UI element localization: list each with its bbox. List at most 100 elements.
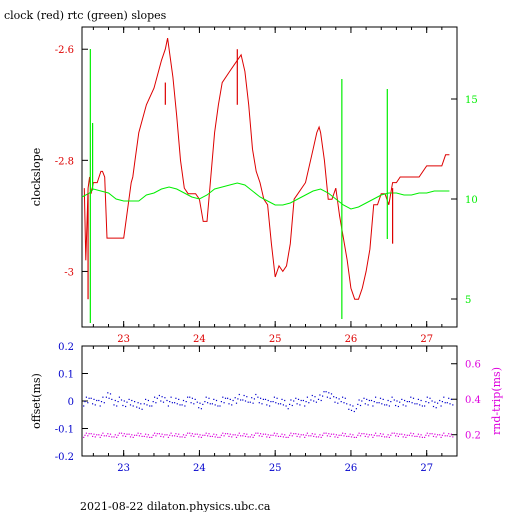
data-point-magenta (393, 432, 395, 434)
data-point-magenta (213, 433, 215, 435)
data-point-magenta (295, 433, 297, 435)
data-point-blue (141, 408, 143, 410)
data-point-blue (126, 401, 128, 403)
data-point-blue (227, 397, 229, 399)
data-point-blue (411, 402, 413, 404)
data-point-magenta (190, 435, 192, 437)
data-point-magenta (419, 436, 421, 438)
data-point-magenta (176, 435, 178, 437)
data-point-magenta (359, 435, 362, 437)
data-point-blue (364, 403, 366, 405)
data-point-blue (171, 402, 173, 404)
data-point-blue (94, 404, 96, 406)
data-point-blue (378, 402, 380, 404)
data-point-blue (334, 401, 336, 403)
data-point-blue (228, 403, 230, 405)
data-point-blue (113, 404, 115, 406)
data-point-blue (200, 408, 202, 410)
data-point-magenta (132, 436, 134, 438)
data-point-magenta (105, 435, 107, 437)
data-point-magenta (171, 435, 173, 437)
data-point-blue (448, 397, 450, 399)
data-point-blue (87, 402, 89, 404)
data-point-blue (311, 394, 313, 397)
data-point-magenta (149, 436, 151, 438)
data-point-magenta (217, 436, 219, 438)
y-left-tick-label: -0.2 (55, 452, 74, 463)
data-point-magenta (340, 434, 342, 436)
data-point-blue (111, 398, 113, 400)
data-point-blue (319, 394, 321, 396)
data-point-magenta (349, 433, 351, 435)
data-point-magenta (325, 432, 327, 434)
data-point-blue (191, 397, 193, 399)
data-point-magenta (420, 434, 422, 436)
data-point-blue (164, 397, 166, 399)
data-point-magenta (262, 433, 264, 435)
data-point-magenta (83, 436, 85, 438)
data-point-blue (358, 399, 360, 401)
data-point-magenta (92, 435, 94, 437)
data-point-magenta (323, 432, 325, 434)
data-point-magenta (120, 432, 123, 434)
data-point-magenta (386, 436, 388, 438)
data-point-magenta (261, 435, 263, 437)
data-point-blue (242, 399, 244, 401)
data-point-blue (90, 397, 92, 399)
data-point-blue (146, 404, 148, 406)
data-point-blue (313, 400, 315, 402)
data-point-magenta (401, 433, 403, 435)
data-point-blue (315, 401, 317, 403)
data-point-blue (310, 399, 312, 401)
data-point-magenta (335, 434, 337, 436)
data-point-blue (252, 402, 254, 404)
data-point-magenta (379, 433, 382, 435)
y-left-tick-label: -2.8 (55, 156, 74, 167)
data-point-blue (285, 405, 287, 407)
data-point-magenta (169, 434, 171, 436)
data-point-blue (184, 405, 186, 407)
data-point-blue (205, 396, 207, 398)
data-point-blue (295, 397, 297, 399)
data-point-magenta (391, 432, 393, 434)
data-point-magenta (326, 435, 328, 437)
data-point-blue (344, 397, 346, 399)
data-point-magenta (152, 434, 154, 436)
data-point-magenta (87, 435, 89, 437)
data-point-magenta (308, 435, 310, 437)
data-point-magenta (372, 436, 374, 438)
y-right-tick-label: 0.4 (465, 395, 481, 406)
data-point-magenta (370, 434, 373, 436)
data-point-blue (404, 399, 406, 402)
data-point-magenta (164, 434, 166, 436)
data-point-blue (169, 401, 171, 403)
data-point-blue (257, 396, 259, 398)
data-point-blue (246, 396, 248, 398)
data-point-blue (395, 404, 397, 407)
data-point-blue (446, 402, 448, 404)
data-point-blue (449, 403, 451, 405)
data-point-blue (109, 393, 112, 395)
data-point-blue (211, 403, 213, 405)
data-point-blue (441, 401, 443, 403)
data-point-magenta (231, 436, 233, 438)
data-point-magenta (378, 435, 380, 437)
data-point-blue (361, 400, 363, 402)
data-point-blue (162, 401, 165, 403)
y-left-axis-label: clockslope (30, 148, 43, 206)
data-point-magenta (346, 435, 348, 437)
data-point-blue (100, 401, 103, 403)
data-point-magenta (425, 434, 427, 436)
data-point-magenta (311, 433, 313, 435)
data-point-magenta (287, 436, 289, 438)
data-point-blue (406, 401, 408, 403)
data-point-magenta (107, 433, 109, 435)
data-point-magenta (266, 436, 268, 438)
data-point-magenta (184, 436, 186, 438)
data-point-magenta (440, 436, 442, 438)
data-point-magenta (367, 436, 369, 438)
data-point-magenta (276, 433, 278, 435)
y-left-tick-label: -3 (64, 267, 74, 278)
x-tick-label: 24 (193, 463, 206, 474)
data-point-blue (134, 401, 136, 403)
